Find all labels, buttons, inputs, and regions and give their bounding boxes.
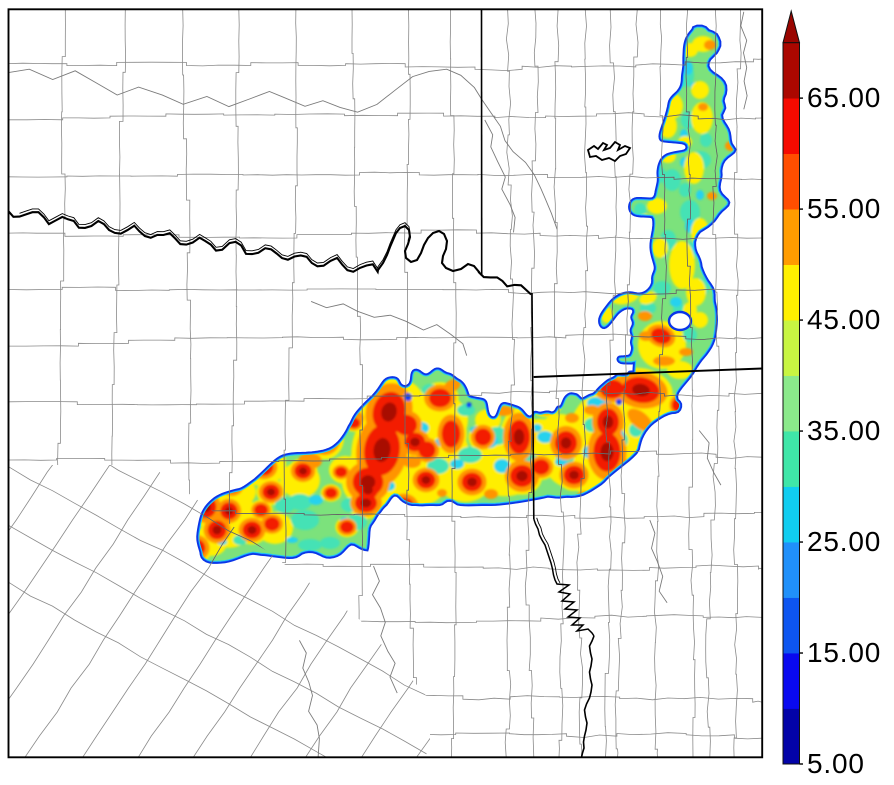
svg-text:15.00: 15.00 <box>807 637 881 668</box>
svg-text:55.00: 55.00 <box>807 193 881 224</box>
svg-text:5.00: 5.00 <box>807 748 865 779</box>
svg-text:45.00: 45.00 <box>807 304 881 335</box>
svg-text:65.00: 65.00 <box>807 82 881 113</box>
svg-text:25.00: 25.00 <box>807 526 881 557</box>
svg-text:35.00: 35.00 <box>807 415 881 446</box>
